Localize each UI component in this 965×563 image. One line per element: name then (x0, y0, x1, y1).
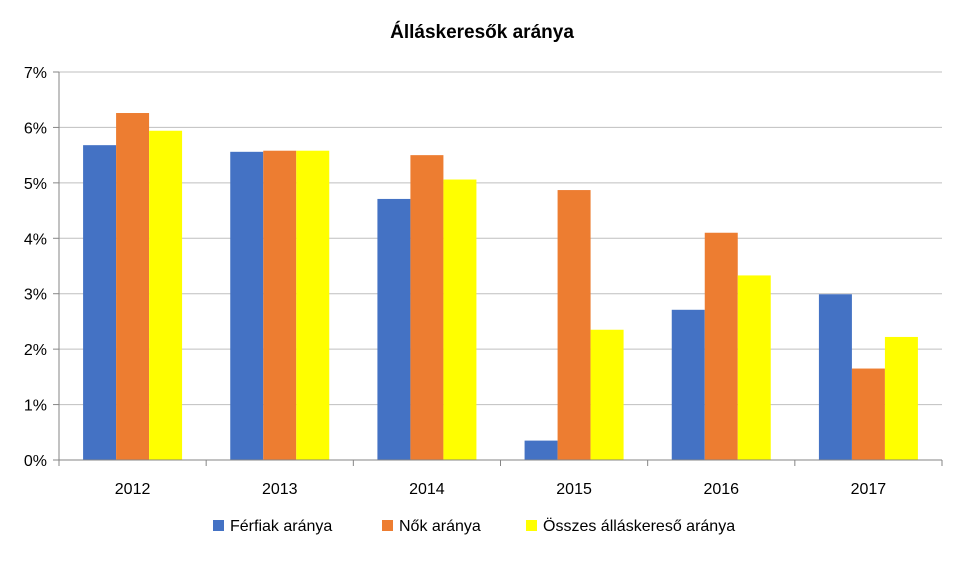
bar (116, 113, 150, 460)
x-tick-label: 2016 (703, 481, 739, 498)
x-tick-label: 2012 (115, 481, 151, 498)
x-tick-label: 2017 (851, 481, 887, 498)
bar (443, 179, 477, 460)
x-tick-label: 2014 (409, 481, 445, 498)
bar (884, 336, 918, 460)
gridlines (53, 71, 942, 461)
bar (149, 130, 183, 461)
bar (818, 294, 852, 460)
legend-label: Férfiak aránya (230, 518, 332, 535)
bar (851, 368, 885, 460)
y-tick-label: 1% (24, 398, 47, 415)
y-tick-label: 6% (24, 120, 47, 137)
bar (83, 145, 117, 460)
bar (671, 309, 705, 460)
axes (58, 72, 943, 466)
bar (263, 150, 297, 461)
y-tick-label: 7% (24, 65, 47, 82)
bars (83, 113, 918, 461)
bar (737, 275, 771, 460)
bar (704, 232, 738, 460)
y-tick-label: 3% (24, 287, 47, 304)
bar (377, 198, 411, 460)
legend-swatch (382, 520, 393, 531)
legend-label: Nők aránya (399, 518, 481, 535)
y-tick-label: 2% (24, 342, 47, 359)
x-axis-tick-labels: 2012 2013 2014 2015 2016 2017 (115, 481, 887, 498)
x-tick-label: 2015 (556, 481, 592, 498)
bar (590, 329, 624, 460)
bar (524, 440, 558, 460)
legend: Férfiak aránya Nők aránya Összes álláskere… (213, 517, 735, 535)
bar (557, 190, 591, 460)
bar (296, 150, 330, 461)
x-tick-label: 2013 (262, 481, 298, 498)
y-tick-label: 0% (24, 453, 47, 470)
chart-title: Álláskeresők aránya (390, 21, 574, 43)
y-tick-label: 4% (24, 231, 47, 248)
y-tick-label: 5% (24, 176, 47, 193)
legend-swatch (213, 520, 224, 531)
y-axis-tick-labels: 0% 1% 2% 3% 4% 5% 6% 7% (24, 65, 47, 470)
bar (410, 155, 444, 460)
bar (230, 151, 264, 460)
legend-swatch (526, 520, 537, 531)
legend-label: Összes álláskereső aránya (543, 517, 735, 535)
